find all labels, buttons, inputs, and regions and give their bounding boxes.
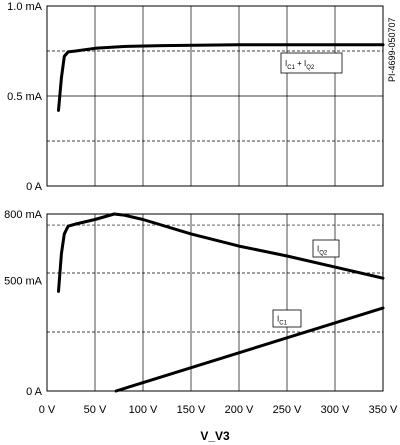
annotation-label: IQ2 bbox=[317, 245, 328, 257]
x-tick-label: 150 V bbox=[177, 404, 206, 416]
x-tick-label: 250 V bbox=[273, 404, 302, 416]
annotation-text: I bbox=[285, 59, 287, 68]
annotation-subscript: Q2 bbox=[306, 65, 315, 71]
annotation-text: I bbox=[317, 245, 319, 254]
annotation-subscript: Q2 bbox=[319, 251, 328, 257]
annotation-iq2: IQ2 bbox=[312, 239, 340, 258]
annotation-text: + I bbox=[295, 59, 306, 68]
x-tick-label: 0 V bbox=[39, 404, 56, 416]
panel-bottom: 0 A 500 mA 800 mA bbox=[4, 209, 385, 398]
annotation-ic1-iq2: IC1 + IQ2 bbox=[280, 52, 343, 74]
x-tick-label: 350 V bbox=[369, 404, 398, 416]
annotation-ic1: IC1 bbox=[272, 309, 302, 328]
figure-id: PI-4699-050707 bbox=[387, 17, 397, 82]
y-tick-label: 0 A bbox=[26, 386, 43, 398]
x-tick-label: 50 V bbox=[84, 404, 107, 416]
panel-top: 0 A 0.5 mA 1.0 mA bbox=[7, 1, 385, 193]
annotation-box bbox=[272, 309, 302, 328]
x-tick-label: 200 V bbox=[225, 404, 254, 416]
x-tick-label: 300 V bbox=[321, 404, 350, 416]
plot-frame bbox=[46, 5, 384, 187]
annotation-subscript: C1 bbox=[279, 321, 287, 327]
x-tick-label: 100 V bbox=[129, 404, 158, 416]
series-line bbox=[57, 212, 385, 293]
y-tick-label: 0 A bbox=[26, 181, 43, 193]
x-axis-label: V_V3 bbox=[200, 429, 230, 443]
annotation-box bbox=[312, 239, 340, 258]
series-line bbox=[57, 43, 385, 112]
y-tick-label: 1.0 mA bbox=[7, 1, 43, 13]
y-tick-label: 0.5 mA bbox=[7, 91, 43, 103]
annotation-box bbox=[280, 52, 343, 74]
plot-frame bbox=[46, 213, 384, 392]
y-tick-label: 800 mA bbox=[4, 209, 43, 221]
y-tick-label: 500 mA bbox=[4, 275, 43, 287]
annotation-label: IC1 + IQ2 bbox=[285, 59, 315, 71]
annotation-label: IC1 bbox=[277, 315, 288, 327]
series-line bbox=[114, 306, 385, 393]
annotation-subscript: C1 bbox=[287, 65, 295, 71]
annotation-text: I bbox=[277, 315, 279, 324]
